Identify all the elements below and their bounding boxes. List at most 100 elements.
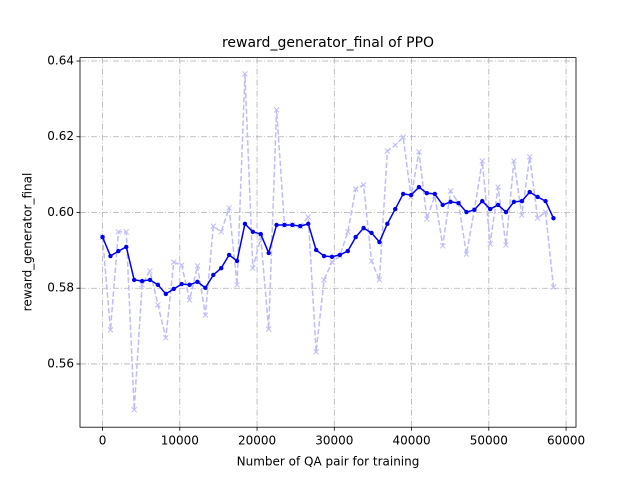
point-marker xyxy=(313,247,319,253)
y-tick-label: 0.64 xyxy=(47,54,74,68)
point-marker xyxy=(107,327,114,333)
point-marker xyxy=(463,251,470,257)
point-marker xyxy=(503,209,509,215)
point-marker xyxy=(242,71,248,77)
point-marker xyxy=(282,222,287,228)
point-marker xyxy=(195,279,200,284)
x-tick-label: 10000 xyxy=(161,434,199,448)
y-axis-label: reward_generator_final xyxy=(21,173,35,312)
point-marker xyxy=(115,228,122,235)
point-marker xyxy=(155,302,161,308)
point-marker xyxy=(249,265,256,272)
x-tick-label: 40000 xyxy=(392,434,430,448)
series-line xyxy=(101,186,555,295)
point-marker xyxy=(479,158,486,164)
x-tick-label: 50000 xyxy=(470,434,508,448)
point-marker xyxy=(321,253,327,259)
point-marker xyxy=(170,259,177,265)
point-marker xyxy=(298,223,303,229)
point-marker xyxy=(534,215,541,222)
point-marker xyxy=(108,253,113,259)
point-marker xyxy=(440,202,445,208)
x-tick-label: 0 xyxy=(99,434,107,448)
point-marker xyxy=(384,148,391,154)
point-marker xyxy=(218,228,225,235)
point-marker xyxy=(377,239,382,245)
point-marker xyxy=(194,263,201,269)
point-marker xyxy=(131,406,138,413)
point-marker xyxy=(527,189,532,195)
point-marker xyxy=(210,223,217,229)
point-marker xyxy=(550,284,557,290)
point-marker xyxy=(511,158,517,164)
point-marker xyxy=(171,286,176,292)
point-marker xyxy=(273,107,280,113)
point-marker xyxy=(226,252,232,258)
point-marker xyxy=(424,216,430,222)
point-marker xyxy=(226,205,232,211)
point-marker xyxy=(448,199,453,205)
point-marker xyxy=(487,206,493,212)
point-marker xyxy=(290,222,295,228)
point-marker xyxy=(202,312,209,318)
point-marker xyxy=(535,194,540,200)
point-marker xyxy=(100,234,105,240)
point-marker xyxy=(503,242,509,248)
point-marker xyxy=(432,191,437,197)
point-marker xyxy=(178,262,185,268)
point-marker xyxy=(242,221,248,227)
point-marker xyxy=(416,149,422,155)
point-marker xyxy=(305,214,312,220)
point-marker xyxy=(392,142,399,148)
point-marker xyxy=(376,277,383,283)
point-marker xyxy=(258,231,263,237)
x-tick-label: 20000 xyxy=(238,434,276,448)
point-marker xyxy=(266,250,271,256)
point-marker xyxy=(424,190,430,196)
point-marker xyxy=(203,285,208,291)
point-marker xyxy=(211,272,216,278)
point-marker xyxy=(116,248,121,254)
point-marker xyxy=(234,281,240,288)
point-marker xyxy=(518,212,525,218)
y-tick-label: 0.60 xyxy=(47,205,74,219)
y-tick-label: 0.56 xyxy=(47,356,74,370)
point-marker xyxy=(131,277,137,283)
point-marker xyxy=(250,229,256,234)
point-marker xyxy=(265,326,272,332)
point-marker xyxy=(400,191,406,197)
point-marker xyxy=(274,222,279,228)
y-tick-label: 0.58 xyxy=(47,281,74,295)
point-marker xyxy=(408,192,414,198)
point-marker xyxy=(526,153,533,160)
point-marker xyxy=(368,258,375,264)
point-marker xyxy=(139,278,145,284)
point-marker xyxy=(543,198,548,204)
point-marker xyxy=(147,267,153,274)
point-marker xyxy=(306,221,311,227)
x-tick-label: 60000 xyxy=(547,434,585,448)
point-marker xyxy=(361,225,366,231)
point-marker xyxy=(329,259,335,265)
point-marker xyxy=(495,202,501,208)
point-marker xyxy=(337,252,343,258)
point-marker xyxy=(139,281,145,288)
point-marker xyxy=(360,181,367,188)
point-marker xyxy=(219,265,224,271)
point-marker xyxy=(519,198,525,204)
point-marker xyxy=(345,248,350,254)
point-marker xyxy=(416,184,422,190)
point-marker xyxy=(447,188,454,194)
chart-title: reward_generator_final of PPO xyxy=(222,35,434,51)
point-marker xyxy=(147,277,153,283)
point-marker xyxy=(353,234,358,240)
point-marker xyxy=(344,228,351,235)
point-marker xyxy=(313,348,319,355)
point-marker xyxy=(179,281,184,287)
point-marker xyxy=(162,334,169,341)
point-marker xyxy=(511,199,517,205)
point-marker xyxy=(472,207,477,213)
y-tick-label: 0.62 xyxy=(47,129,74,143)
